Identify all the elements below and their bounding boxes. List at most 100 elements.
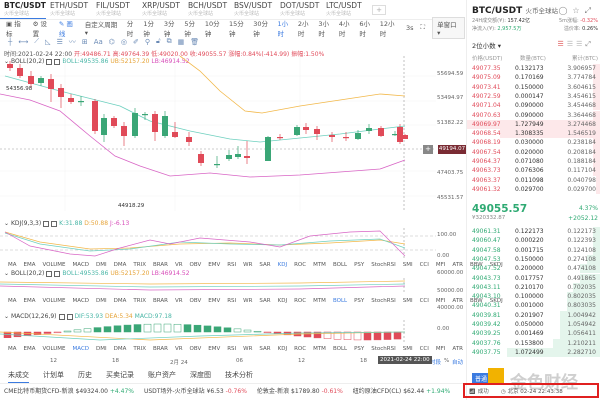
lock-icon[interactable]: 🔓︎ — [156, 37, 161, 45]
indicator-tab[interactable]: EMV — [208, 346, 221, 352]
precision-dropdown[interactable]: 2位小数 ▾ — [472, 42, 501, 50]
indicator-tab[interactable]: EMA — [23, 262, 36, 268]
indicator-tab[interactable]: ATR — [452, 346, 463, 352]
indicator-tab[interactable]: KDJ — [277, 346, 288, 352]
indicator-tab[interactable]: StochRSI — [371, 298, 396, 304]
trash-icon[interactable]: 🗑︎ — [190, 37, 200, 46]
indicator-tab[interactable]: PSY — [354, 298, 365, 304]
indicator-tab[interactable]: KDJ — [277, 262, 288, 268]
close-icon[interactable] — [54, 270, 61, 277]
period-option[interactable]: 10分钟 — [204, 19, 220, 38]
indicator-tab[interactable]: EMA — [23, 298, 36, 304]
orderbook-row[interactable]: 49068.54 1.308335 1.546519 — [467, 129, 600, 139]
pen-icon[interactable]: ✐ — [133, 37, 139, 46]
orderbook-row[interactable]: 49070.63 0.090000 3.364468 — [467, 110, 600, 120]
indicator-tab[interactable]: MA — [8, 298, 17, 304]
add-alert-button[interactable]: + — [423, 145, 433, 154]
indicator-tab[interactable]: ROC — [294, 346, 307, 352]
indicator-tab[interactable]: DMI — [96, 346, 107, 352]
main-chart[interactable]: 54356.98 44918.29 — [0, 56, 436, 211]
indicator-tab[interactable]: TRIX — [133, 298, 146, 304]
indicator-tab[interactable]: DMA — [113, 298, 127, 304]
indicator-tab[interactable]: DMA — [113, 262, 127, 268]
wave-icon[interactable]: 〰 — [68, 37, 76, 46]
settings-icon[interactable] — [46, 58, 53, 65]
indicator-tab[interactable]: MA — [8, 262, 17, 268]
indicator-tab[interactable]: OBV — [189, 346, 202, 352]
indicator-tab[interactable]: SKDJ — [489, 298, 503, 304]
screenshot-icon[interactable]: ▦ — [177, 37, 185, 46]
indicator-tab[interactable]: OBV — [189, 262, 202, 268]
indicator-tab[interactable]: BOLL — [332, 346, 348, 352]
indicator-tab[interactable]: MTM — [313, 298, 326, 304]
indicator-tab[interactable]: VR — [174, 346, 183, 352]
measure-icon[interactable]: ⚲ — [144, 37, 151, 46]
indicator-tab[interactable]: TRIX — [133, 262, 146, 268]
bottom-tab[interactable]: 技术分析 — [225, 371, 253, 379]
indicator-tab[interactable]: TRIX — [133, 346, 146, 352]
indicator-tab[interactable]: MFI — [435, 262, 446, 268]
hline-icon[interactable]: ⟷ — [18, 37, 29, 46]
tab-pair[interactable]: XRP/USDT 火币全球站 — [138, 0, 184, 19]
period-option[interactable]: 30分钟 — [253, 19, 269, 38]
indicator-tab[interactable]: SMI — [402, 346, 413, 352]
indicator-tab[interactable]: StochRSI — [371, 346, 396, 352]
orderbook-row[interactable]: 49068.19 0.030000 0.238184 — [467, 138, 600, 148]
comment-icon[interactable]: ◯ — [558, 6, 573, 15]
indicator-tab[interactable]: RSI — [227, 298, 237, 304]
triangle-icon[interactable]: ◺ — [45, 37, 51, 46]
close-icon[interactable] — [66, 313, 73, 320]
time-zone-button[interactable]: 时段 — [430, 360, 442, 366]
kdj-chart[interactable] — [0, 228, 436, 258]
period-option[interactable]: 1小时 — [277, 19, 289, 38]
percent-button[interactable]: % — [444, 358, 450, 364]
indicator-tab[interactable]: VOLUME — [42, 346, 66, 352]
tab-pair[interactable]: BCH/USDT 火币全球站 — [184, 0, 230, 19]
indicator-tab[interactable]: SKDJ — [489, 262, 503, 268]
orderbook-row[interactable]: 49047.52 0.200000 0.474108 — [467, 264, 600, 274]
boll-sub-chart[interactable] — [0, 278, 436, 292]
period-option[interactable]: 12小时 — [379, 19, 395, 38]
indicator-tab[interactable]: ROC — [294, 298, 307, 304]
indicator-tab[interactable]: VOLUME — [42, 298, 66, 304]
indicator-tab[interactable]: SAR — [259, 262, 271, 268]
indicator-button[interactable]: ▣ 指标 — [6, 19, 21, 38]
period-option[interactable]: 2小时 — [297, 19, 309, 38]
orderbook-row[interactable]: 49043.10 0.100000 0.802035 — [467, 292, 600, 302]
indicator-tab[interactable]: WR — [243, 298, 253, 304]
ray-icon[interactable]: ⟋ — [34, 37, 40, 45]
settings-icon[interactable] — [43, 220, 50, 227]
orderbook-row[interactable]: 49047.58 0.001715 0.124108 — [467, 245, 600, 255]
bottom-tab[interactable]: 深度图 — [190, 371, 211, 379]
settings-icon[interactable] — [58, 313, 65, 320]
indicator-tab[interactable]: DMA — [113, 346, 127, 352]
indicator-tab[interactable]: PSY — [354, 346, 365, 352]
orderbook-row[interactable]: 49067.54 0.020000 0.208184 — [467, 147, 600, 157]
orderbook-row[interactable]: 49043.11 0.210170 0.702035 — [467, 282, 600, 293]
indicator-tab[interactable]: MA — [8, 346, 17, 352]
indicator-tab[interactable]: WR — [243, 346, 253, 352]
indicator-tab[interactable]: PSY — [354, 262, 365, 268]
indicator-tab[interactable]: WR — [243, 262, 253, 268]
indicator-tab[interactable]: RSI — [227, 262, 237, 268]
indicator-tab[interactable]: CCI — [419, 346, 429, 352]
orderbook-row[interactable]: 49037.75 1.072499 2.282710 — [467, 347, 600, 358]
ticker-item[interactable]: USDT场外-火币全球站 ¥6.53 -0.76% — [143, 388, 247, 395]
copy-icon[interactable]: ⧉ — [166, 37, 172, 45]
parallel-icon[interactable]: ☰ — [56, 37, 63, 46]
indicator-tab[interactable]: CCI — [419, 262, 429, 268]
period-option[interactable]: 3分钟 — [163, 19, 175, 38]
indicator-tab[interactable]: MTM — [313, 262, 326, 268]
indicator-tab[interactable]: ROC — [294, 262, 307, 268]
orderbook-row[interactable]: 49043.73 0.017757 0.491865 — [467, 273, 600, 283]
close-icon[interactable] — [54, 58, 61, 65]
settings-icon[interactable] — [46, 270, 53, 277]
indicator-tab[interactable]: SMI — [402, 298, 413, 304]
orderbook-row[interactable]: 49039.25 0.001469 1.056411 — [467, 329, 600, 339]
draw-button[interactable]: ✎ 画线 — [58, 19, 73, 38]
indicator-tab[interactable]: MFI — [435, 298, 446, 304]
tab-pair[interactable]: FIL/USDT 火币全球站 — [92, 0, 138, 19]
normal-mode-badge[interactable]: 普通 — [472, 373, 491, 384]
indicator-tab[interactable]: BRAR — [152, 262, 168, 268]
indicator-tab[interactable]: VR — [174, 298, 183, 304]
